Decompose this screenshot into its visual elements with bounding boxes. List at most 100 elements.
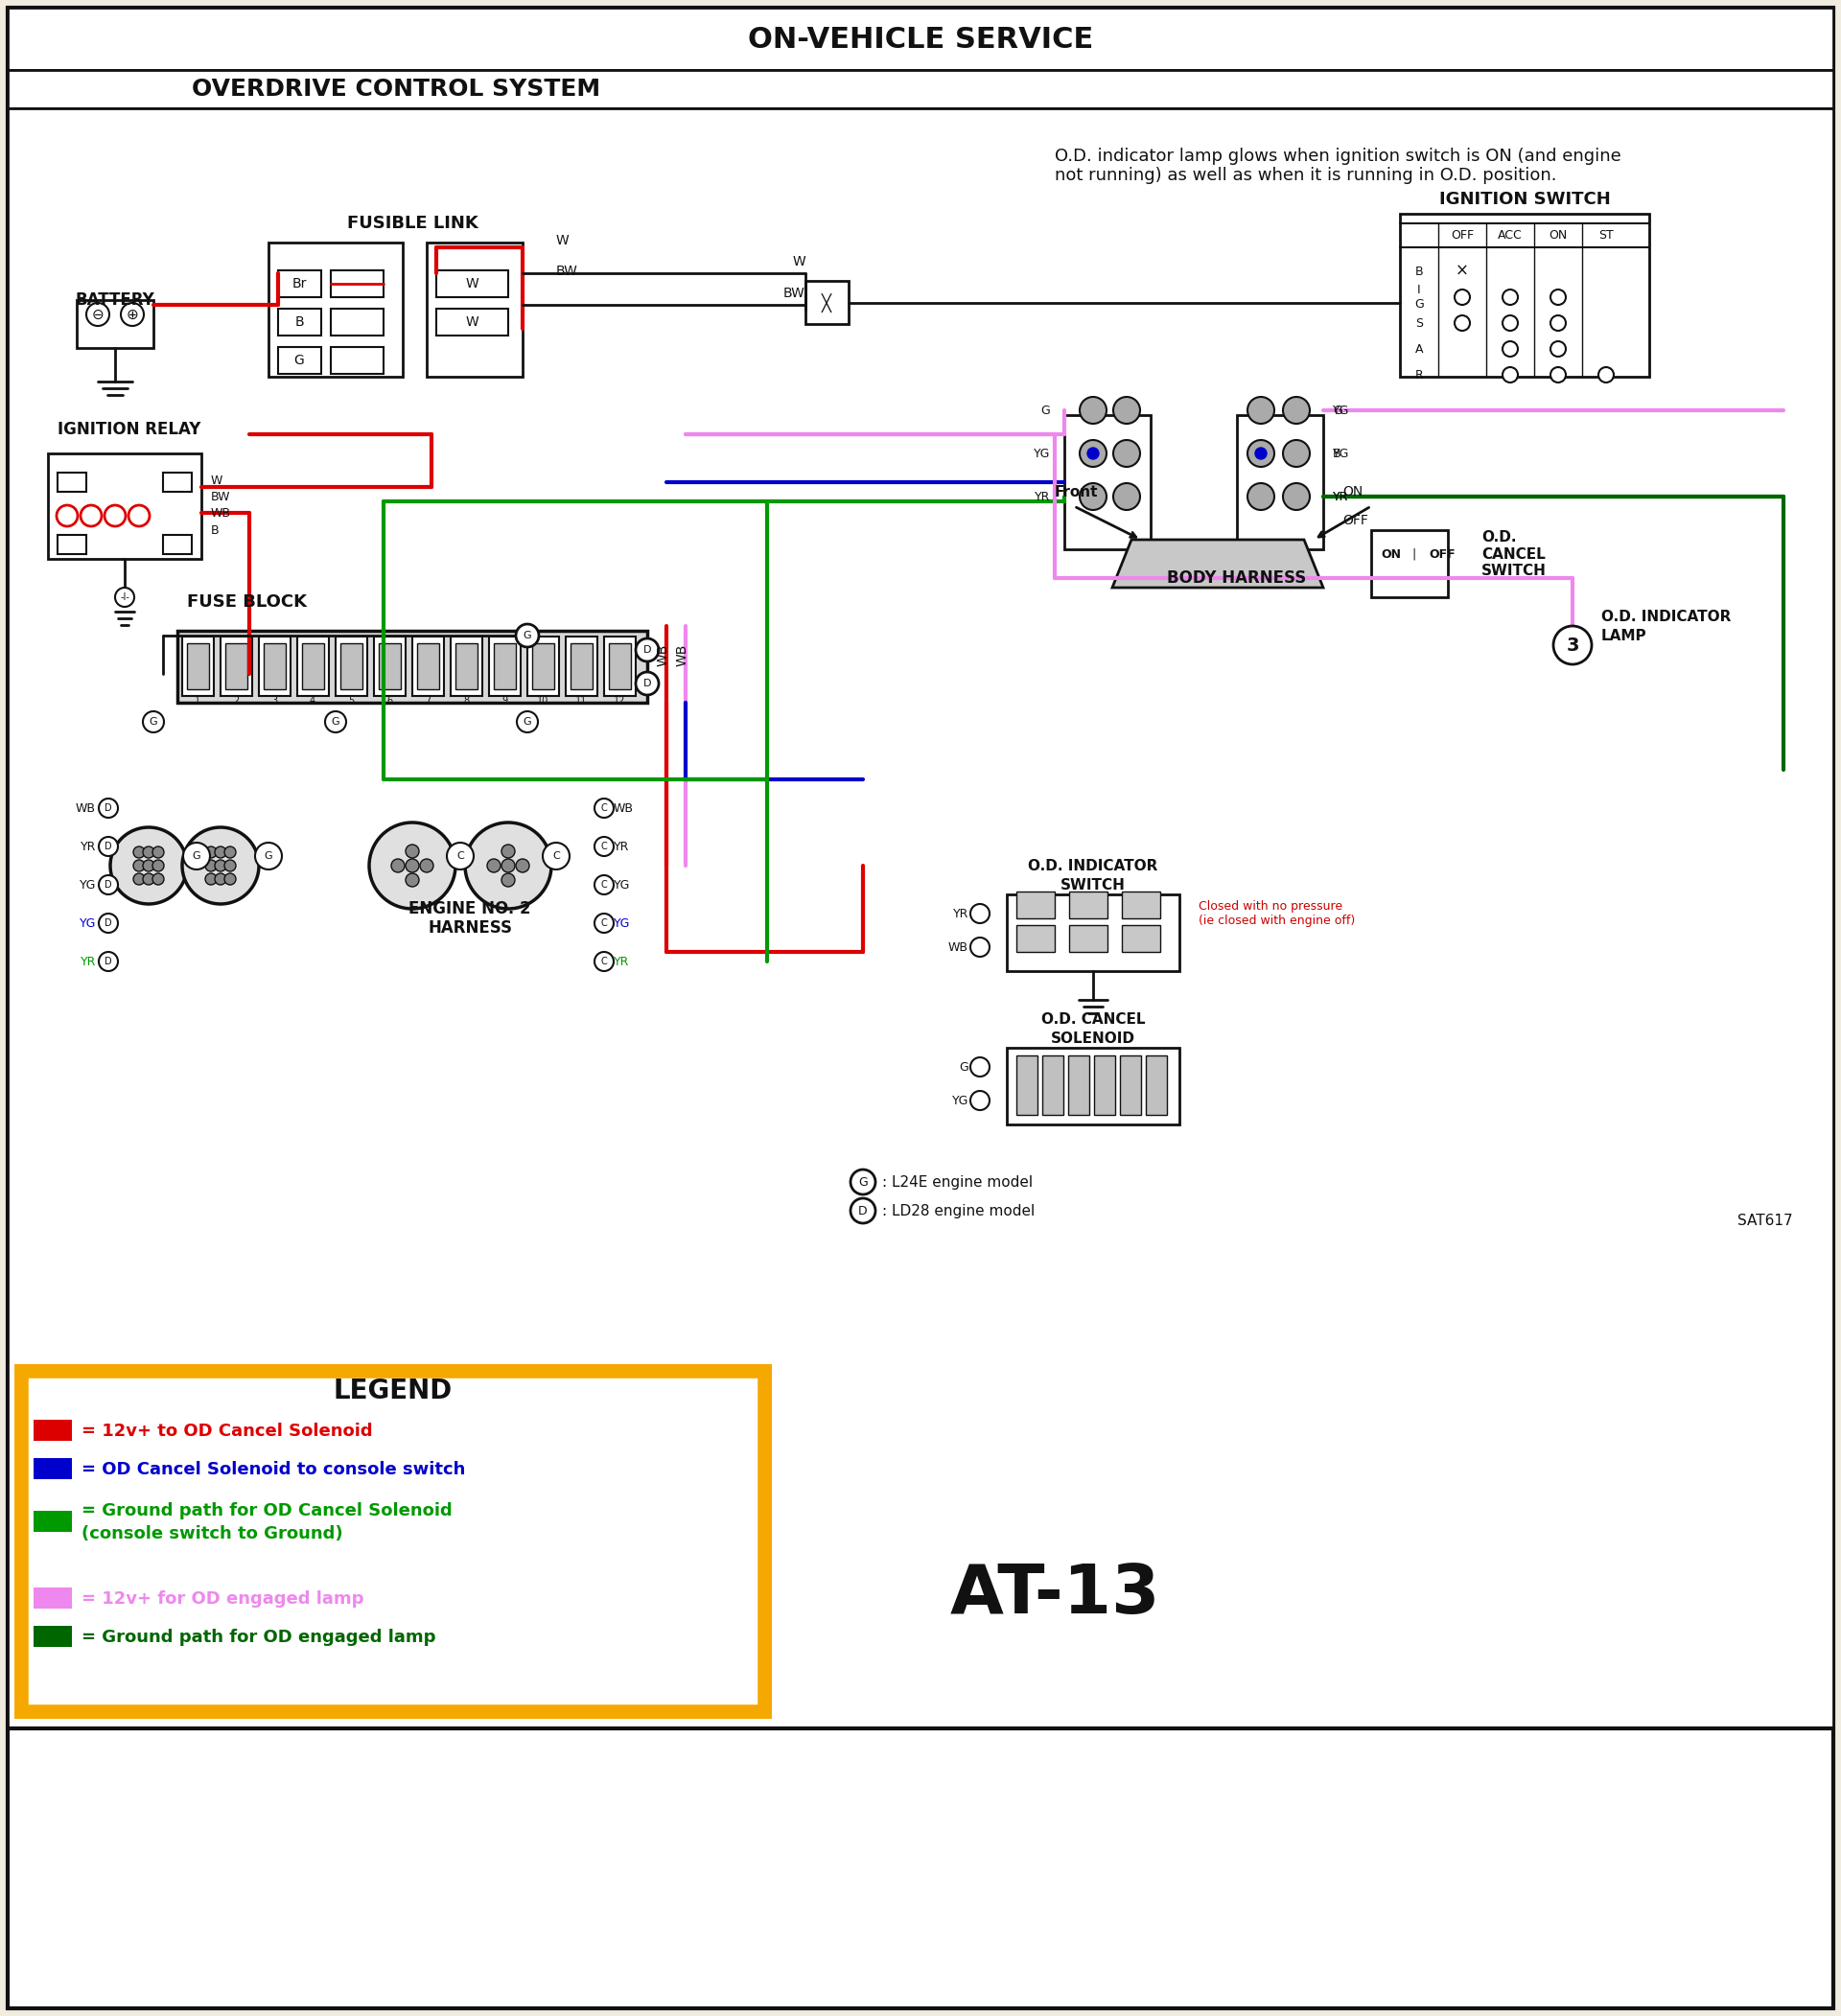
Circle shape: [1502, 314, 1517, 331]
Circle shape: [1550, 367, 1567, 383]
Text: G: G: [523, 718, 532, 726]
Text: Br: Br: [291, 276, 307, 290]
Bar: [57, 472, 87, 492]
Text: G: G: [149, 718, 158, 726]
Circle shape: [1550, 341, 1567, 357]
Text: Closed with no pressure
(ie closed with engine off): Closed with no pressure (ie closed with …: [1198, 901, 1355, 927]
Bar: [1399, 214, 1650, 377]
Circle shape: [182, 827, 260, 903]
Text: YR: YR: [1333, 490, 1348, 502]
Circle shape: [129, 506, 149, 526]
Text: SOLENOID: SOLENOID: [1051, 1030, 1136, 1046]
Circle shape: [110, 827, 188, 903]
Text: ST: ST: [1598, 228, 1613, 242]
Circle shape: [851, 1198, 876, 1224]
Text: YG: YG: [79, 879, 96, 891]
Bar: [427, 242, 523, 377]
Circle shape: [215, 847, 226, 859]
Bar: [26, 1375, 760, 1708]
Text: Front: Front: [1055, 484, 1099, 500]
Bar: [57, 534, 87, 554]
Text: G: G: [193, 851, 201, 861]
Text: D: D: [105, 919, 112, 927]
Text: YG: YG: [79, 917, 96, 929]
Circle shape: [595, 913, 613, 933]
Circle shape: [405, 859, 420, 873]
Circle shape: [501, 845, 515, 859]
Circle shape: [1283, 397, 1309, 423]
Bar: [436, 308, 508, 335]
Circle shape: [105, 506, 125, 526]
Text: G: G: [331, 718, 341, 726]
Text: BW: BW: [556, 264, 578, 278]
Circle shape: [515, 625, 539, 647]
Text: WB: WB: [613, 802, 633, 814]
Bar: [379, 643, 401, 689]
Circle shape: [851, 1169, 876, 1193]
Circle shape: [970, 903, 990, 923]
Circle shape: [595, 798, 613, 818]
Circle shape: [370, 823, 455, 909]
Circle shape: [501, 859, 515, 873]
Bar: [436, 270, 508, 296]
Circle shape: [595, 837, 613, 857]
Circle shape: [133, 873, 145, 885]
Text: D: D: [105, 881, 112, 889]
Circle shape: [1079, 439, 1106, 468]
Bar: [451, 637, 482, 696]
Text: |: |: [1412, 548, 1416, 560]
Circle shape: [517, 712, 538, 732]
Bar: [604, 637, 635, 696]
Text: W: W: [212, 474, 223, 486]
Text: OFF: OFF: [1429, 548, 1454, 560]
Text: SWITCH: SWITCH: [1060, 877, 1125, 891]
Circle shape: [87, 302, 109, 327]
Bar: [278, 270, 320, 296]
Bar: [1007, 1048, 1180, 1125]
Text: B: B: [295, 314, 304, 329]
Circle shape: [326, 712, 346, 732]
Text: ACC: ACC: [1499, 228, 1523, 242]
Text: 3: 3: [1567, 637, 1580, 655]
Bar: [1016, 1056, 1038, 1115]
Text: IGNITION SWITCH: IGNITION SWITCH: [1440, 192, 1611, 208]
Text: AT-13: AT-13: [950, 1560, 1160, 1627]
Text: BW: BW: [212, 490, 230, 502]
Circle shape: [1502, 290, 1517, 304]
Circle shape: [501, 873, 515, 887]
Circle shape: [595, 875, 613, 895]
Circle shape: [225, 873, 236, 885]
Circle shape: [1550, 290, 1567, 304]
Circle shape: [595, 952, 613, 972]
Bar: [7, 8, 1834, 71]
Text: W: W: [466, 276, 479, 290]
Circle shape: [81, 506, 101, 526]
Bar: [1145, 1056, 1167, 1115]
Circle shape: [1079, 484, 1106, 510]
Circle shape: [1114, 439, 1140, 468]
Circle shape: [204, 873, 217, 885]
Bar: [806, 280, 849, 325]
Text: O.D. INDICATOR: O.D. INDICATOR: [1602, 609, 1731, 623]
Circle shape: [99, 952, 118, 972]
Circle shape: [153, 861, 164, 871]
Text: IGNITION RELAY: IGNITION RELAY: [57, 421, 201, 437]
Text: 8: 8: [464, 696, 469, 706]
Circle shape: [970, 1056, 990, 1077]
Text: ON: ON: [1342, 486, 1362, 498]
Bar: [532, 643, 554, 689]
Circle shape: [133, 861, 145, 871]
Text: G: G: [265, 851, 272, 861]
Bar: [1119, 1056, 1141, 1115]
Text: 2: 2: [232, 696, 239, 706]
Text: G: G: [1040, 403, 1049, 417]
Text: D: D: [105, 958, 112, 966]
Text: R: R: [1416, 369, 1423, 381]
Bar: [188, 643, 210, 689]
Text: BODY HARNESS: BODY HARNESS: [1167, 569, 1307, 587]
Bar: [609, 643, 631, 689]
Bar: [331, 347, 383, 373]
Circle shape: [420, 859, 433, 873]
Bar: [260, 637, 291, 696]
Bar: [1007, 895, 1180, 972]
